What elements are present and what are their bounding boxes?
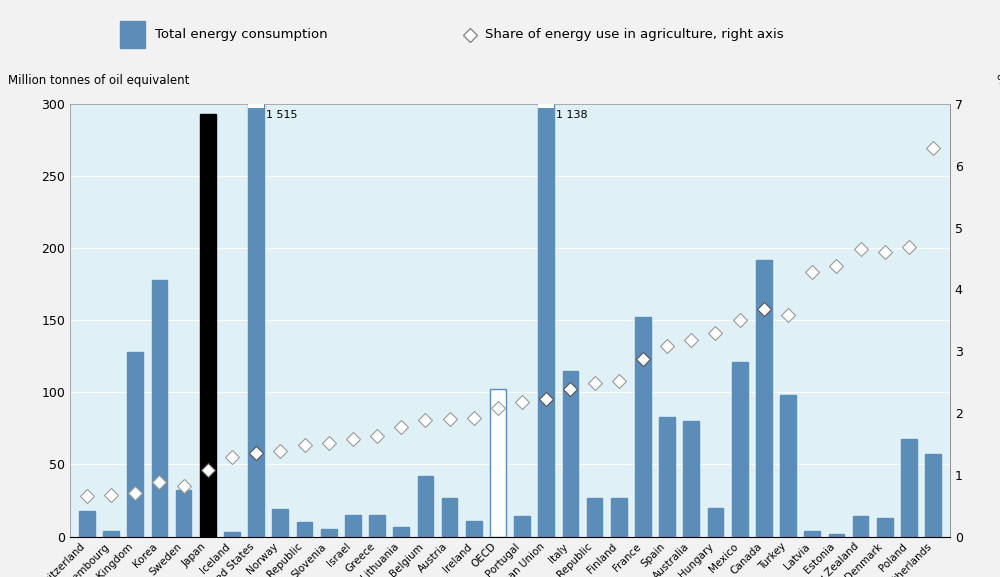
Bar (393, 526, 409, 537)
Bar (466, 520, 482, 537)
Text: %: % (996, 73, 1000, 87)
Bar (248, 104, 264, 537)
Bar (369, 515, 385, 537)
Bar (829, 534, 844, 537)
Text: Total energy consumption: Total energy consumption (155, 28, 328, 41)
Bar (901, 439, 917, 537)
Bar (514, 516, 530, 537)
Bar (418, 476, 433, 537)
Bar (804, 531, 820, 537)
Bar (659, 417, 675, 537)
Text: Share of energy use in agriculture, right axis: Share of energy use in agriculture, righ… (485, 28, 784, 41)
Bar (683, 421, 699, 537)
Bar (272, 509, 288, 537)
Bar (732, 362, 748, 537)
Bar (442, 497, 457, 537)
Bar (587, 497, 602, 537)
Bar (780, 395, 796, 537)
Bar (853, 516, 868, 537)
FancyBboxPatch shape (120, 21, 145, 48)
Text: 1 515: 1 515 (266, 110, 297, 119)
Bar (538, 104, 554, 537)
Bar (490, 389, 506, 537)
Bar (127, 352, 143, 537)
Bar (756, 260, 772, 537)
Text: Million tonnes of oil equivalent: Million tonnes of oil equivalent (8, 73, 190, 87)
Bar (297, 522, 312, 537)
Bar (925, 455, 941, 537)
Bar (200, 114, 216, 537)
Bar (611, 497, 627, 537)
Text: 1 138: 1 138 (556, 110, 588, 119)
Bar (345, 515, 361, 537)
Bar (103, 531, 119, 537)
Bar (152, 280, 167, 537)
Bar (321, 530, 337, 537)
Bar (708, 508, 723, 537)
Bar (176, 490, 191, 537)
Bar (635, 317, 651, 537)
Bar (563, 370, 578, 537)
Bar (877, 518, 893, 537)
Bar (79, 511, 95, 537)
Bar (224, 532, 240, 537)
